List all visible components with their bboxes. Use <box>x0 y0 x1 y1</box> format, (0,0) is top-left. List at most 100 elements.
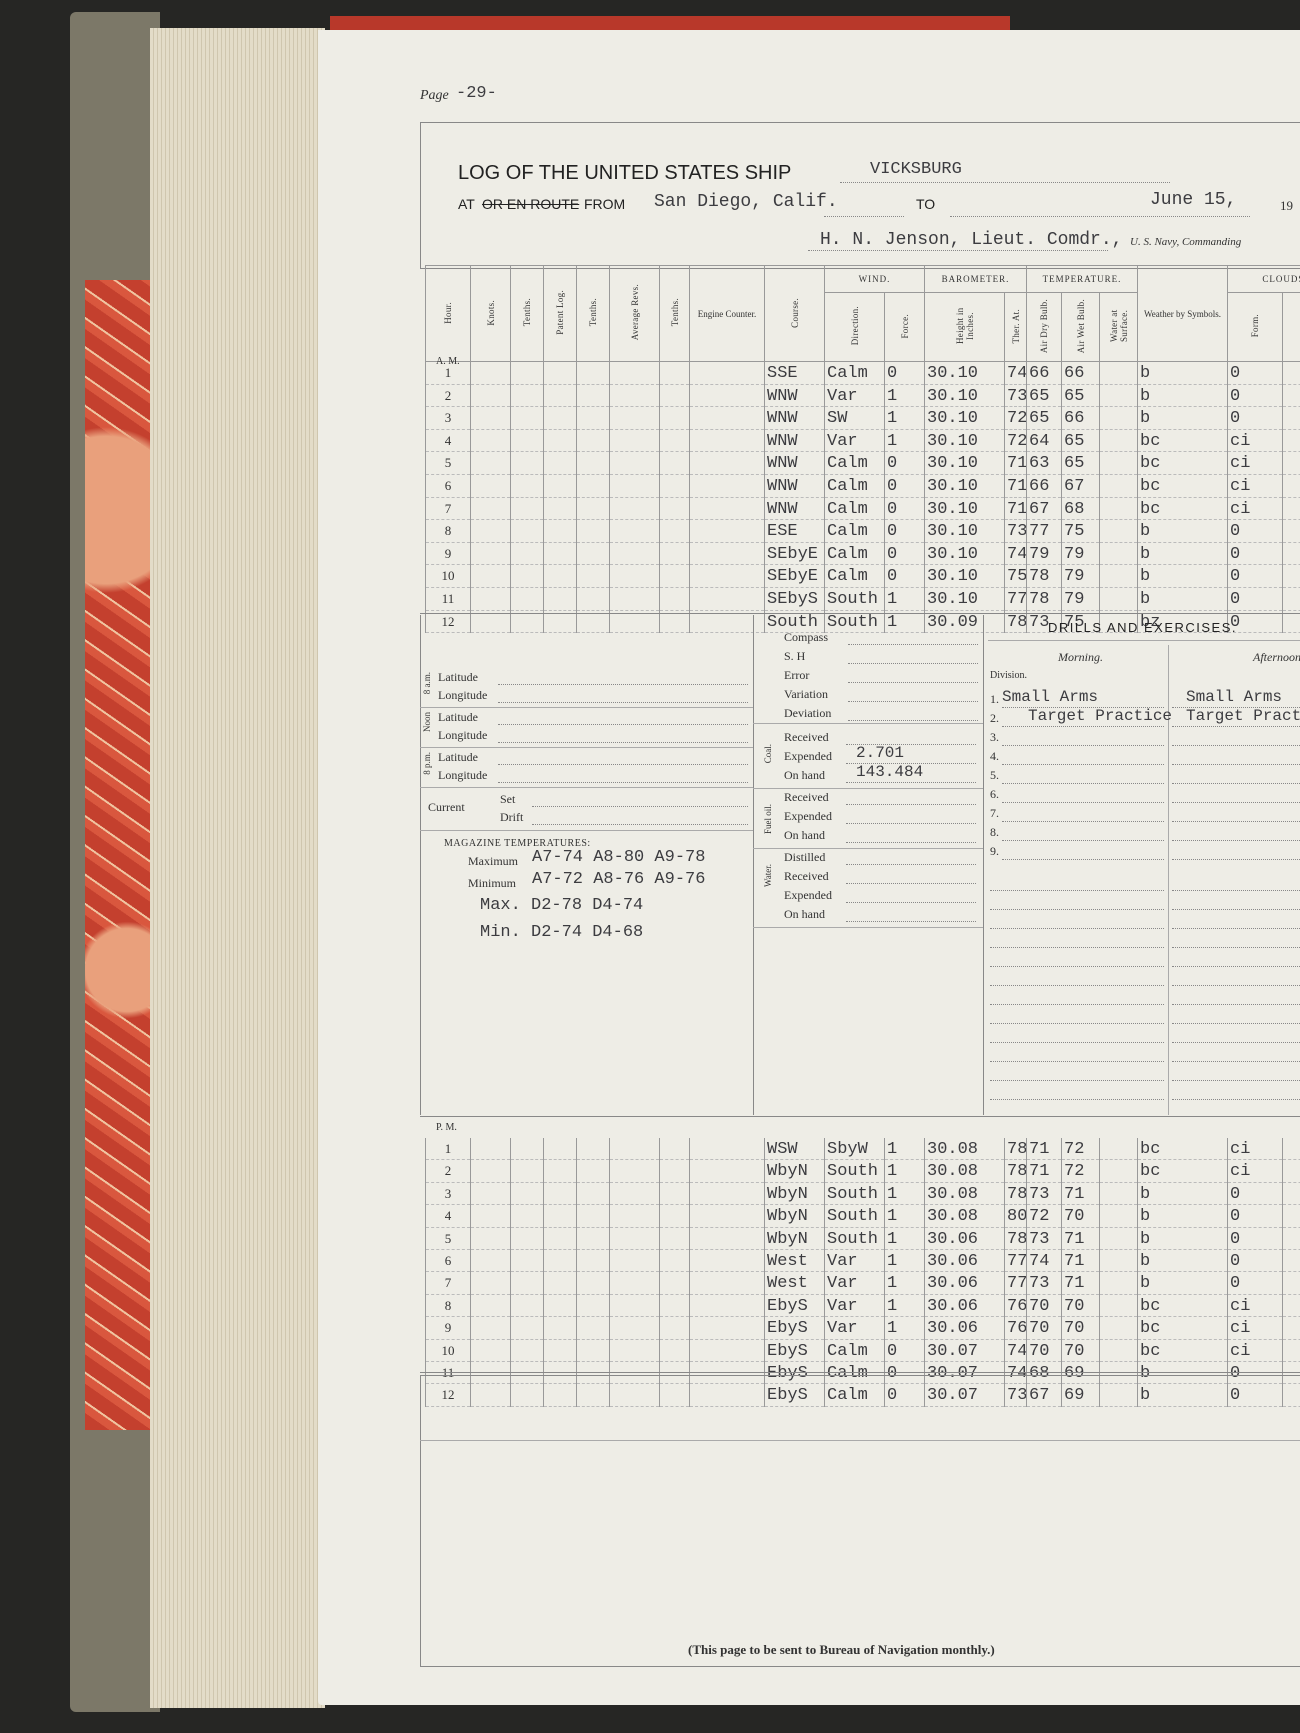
log-cell <box>689 519 765 543</box>
weather: b <box>1140 589 1151 609</box>
log-cell <box>1282 474 1300 498</box>
log-cell: Calm <box>824 1383 885 1407</box>
log-cell: South <box>824 1227 885 1251</box>
log-row: 10 SEbyE Calm 0 30.10 75 78 79 b 0 <box>425 564 1300 588</box>
magazine-extra: Min. D2-74 D4-68 <box>480 923 644 942</box>
log-cell: 78 <box>1026 564 1062 588</box>
log-cell <box>1282 1383 1300 1407</box>
log-cell <box>609 384 660 408</box>
course: WNW <box>767 499 798 519</box>
log-cell: Var <box>824 1316 885 1340</box>
log-cell <box>659 1204 690 1228</box>
log-cell <box>659 1316 690 1340</box>
log-cell: 70 <box>1061 1339 1100 1363</box>
course: WbyN <box>767 1162 808 1182</box>
dry-bulb: 71 <box>1029 1162 1050 1182</box>
dry-bulb: 66 <box>1029 476 1050 496</box>
log-cell: 79 <box>1061 542 1100 566</box>
log-cell <box>576 1138 610 1161</box>
log-cell <box>470 1138 511 1161</box>
log-cell: SEbyE <box>764 564 825 588</box>
log-cell: 8 <box>425 1294 471 1318</box>
item-label: Received <box>784 869 829 883</box>
log-cell: bz <box>1137 610 1228 634</box>
log-cell: 12 <box>425 610 471 634</box>
fill-line <box>1002 764 1164 765</box>
log-cell: b <box>1137 1227 1228 1251</box>
log-cell <box>689 361 765 385</box>
log-cell <box>470 519 511 543</box>
log-cell: 30.10 <box>924 542 1005 566</box>
fill-line <box>990 928 1164 929</box>
log-cell <box>470 429 511 453</box>
log-cell <box>543 1294 577 1318</box>
log-cell: 64 <box>1026 429 1062 453</box>
barometer: 30.10 <box>927 544 979 564</box>
drill-number: 8. <box>990 825 999 839</box>
weather: bc <box>1140 431 1161 451</box>
hour: 4 <box>444 432 452 448</box>
log-cell: b <box>1137 564 1228 588</box>
item-value: 2.701 <box>856 744 905 762</box>
fill-line <box>990 1023 1164 1024</box>
log-cell <box>576 429 610 453</box>
log-cell: ci <box>1227 1294 1283 1318</box>
group-rule <box>753 848 983 849</box>
log-cell <box>689 1182 765 1206</box>
log-cell <box>510 1339 544 1363</box>
thermometer: 78 <box>1007 1140 1027 1159</box>
log-cell: 71 <box>1061 1182 1100 1206</box>
wet-bulb: 65 <box>1064 454 1085 474</box>
hour: 12 <box>441 613 455 629</box>
log-cell: 5 <box>425 451 471 475</box>
log-cell <box>1282 610 1300 634</box>
log-cell: 75 <box>1003 564 1027 588</box>
log-row: 7 WNW Calm 0 30.10 71 67 68 bc ci <box>425 497 1300 521</box>
barometer: 30.10 <box>927 386 979 406</box>
magazine-extra: Max. D2-78 D4-74 <box>480 896 644 915</box>
log-cell <box>659 1339 690 1363</box>
log-cell: 1 <box>884 1294 925 1318</box>
log-cell: 72 <box>1061 1138 1100 1161</box>
log-cell: Var <box>824 384 885 408</box>
fill-line <box>1172 726 1300 727</box>
log-cell: 30.10 <box>924 429 1005 453</box>
log-cell: b <box>1137 1383 1228 1407</box>
log-cell <box>609 1159 660 1183</box>
fill-line <box>1172 1042 1300 1043</box>
fill-line <box>1172 840 1300 841</box>
cloud-form: 0 <box>1230 1229 1241 1249</box>
log-cell: 1 <box>884 1204 925 1228</box>
struck-label: OR EN ROUTE <box>482 196 580 212</box>
log-cell <box>659 1383 690 1407</box>
course: WbyN <box>767 1229 808 1249</box>
wind-direction: South <box>827 1207 879 1227</box>
log-cell: 4 <box>425 1204 471 1228</box>
dry-bulb: 65 <box>1029 386 1050 406</box>
drills-divider <box>1168 645 1169 1115</box>
log-cell: 0 <box>1227 519 1283 543</box>
log-cell: 0 <box>1227 1227 1283 1251</box>
log-cell: 78 <box>1004 1159 1027 1183</box>
thermometer: 78 <box>1007 1162 1027 1182</box>
log-cell: 75 <box>1061 610 1100 634</box>
pm-label: P. M. <box>436 1122 457 1133</box>
dry-bulb: 78 <box>1029 589 1050 609</box>
log-cell <box>1282 1182 1300 1206</box>
position-label: Longitude <box>438 768 488 782</box>
log-cell <box>1099 1204 1138 1228</box>
log-row: 11 SEbyS South 1 30.10 77 78 79 b 0 <box>425 587 1300 611</box>
weather: bc <box>1140 454 1161 474</box>
log-cell <box>510 497 544 521</box>
wet-bulb: 72 <box>1064 1140 1085 1159</box>
log-cell <box>543 1204 577 1228</box>
hour: 7 <box>444 500 452 516</box>
log-cell <box>470 1227 511 1251</box>
column-header: Engine Counter. <box>689 265 765 362</box>
log-cell: bc <box>1137 1316 1228 1340</box>
log-cell <box>1099 1138 1138 1161</box>
log-cell <box>510 564 544 588</box>
log-cell <box>659 429 690 453</box>
log-cell <box>689 1339 765 1363</box>
